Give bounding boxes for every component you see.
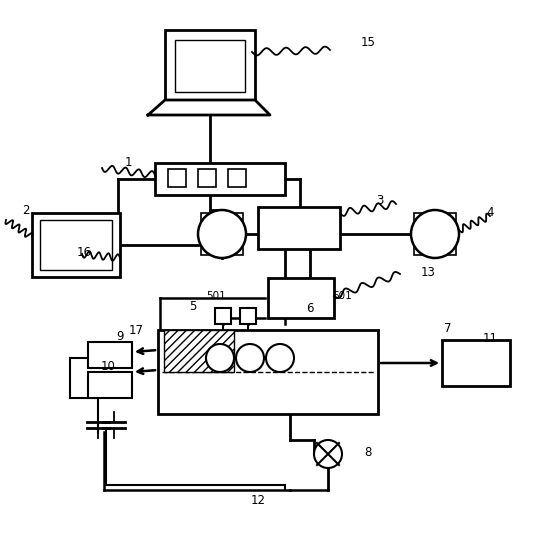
Circle shape	[314, 440, 342, 468]
Bar	[40, 220, 112, 270]
Text: 2: 2	[22, 203, 30, 216]
Text: 5: 5	[190, 300, 197, 313]
Bar	[165, 30, 255, 100]
Text: 16: 16	[77, 246, 91, 259]
Bar	[155, 163, 285, 195]
Circle shape	[198, 210, 246, 258]
Text: 6: 6	[306, 301, 314, 314]
Circle shape	[411, 210, 459, 258]
Text: 12: 12	[251, 494, 266, 507]
Text: 7: 7	[444, 321, 452, 334]
Bar	[201, 213, 243, 255]
Text: 1: 1	[124, 156, 132, 169]
Text: 8: 8	[364, 446, 372, 459]
Bar	[168, 169, 186, 187]
Text: 9: 9	[116, 330, 124, 343]
Bar	[88, 372, 132, 398]
Text: 13: 13	[420, 266, 435, 279]
Text: 601: 601	[332, 291, 352, 301]
Bar	[198, 169, 216, 187]
Circle shape	[236, 344, 264, 372]
Bar	[258, 207, 340, 249]
Bar	[88, 342, 132, 368]
Bar	[158, 330, 378, 414]
Text: 11: 11	[483, 332, 498, 345]
Bar	[32, 213, 120, 277]
Text: 3: 3	[376, 193, 383, 207]
Circle shape	[206, 344, 234, 372]
Text: 501: 501	[206, 291, 226, 301]
Bar	[175, 40, 245, 92]
Bar	[414, 213, 456, 255]
Bar	[164, 330, 234, 372]
Bar	[215, 308, 231, 324]
Circle shape	[266, 344, 294, 372]
Bar	[268, 278, 334, 318]
Bar	[228, 169, 246, 187]
Bar	[442, 340, 510, 386]
Text: 17: 17	[128, 324, 143, 337]
Text: 4: 4	[486, 205, 494, 218]
Text: 10: 10	[101, 359, 116, 372]
Bar	[240, 308, 256, 324]
Polygon shape	[148, 100, 270, 115]
Text: 15: 15	[360, 35, 375, 48]
